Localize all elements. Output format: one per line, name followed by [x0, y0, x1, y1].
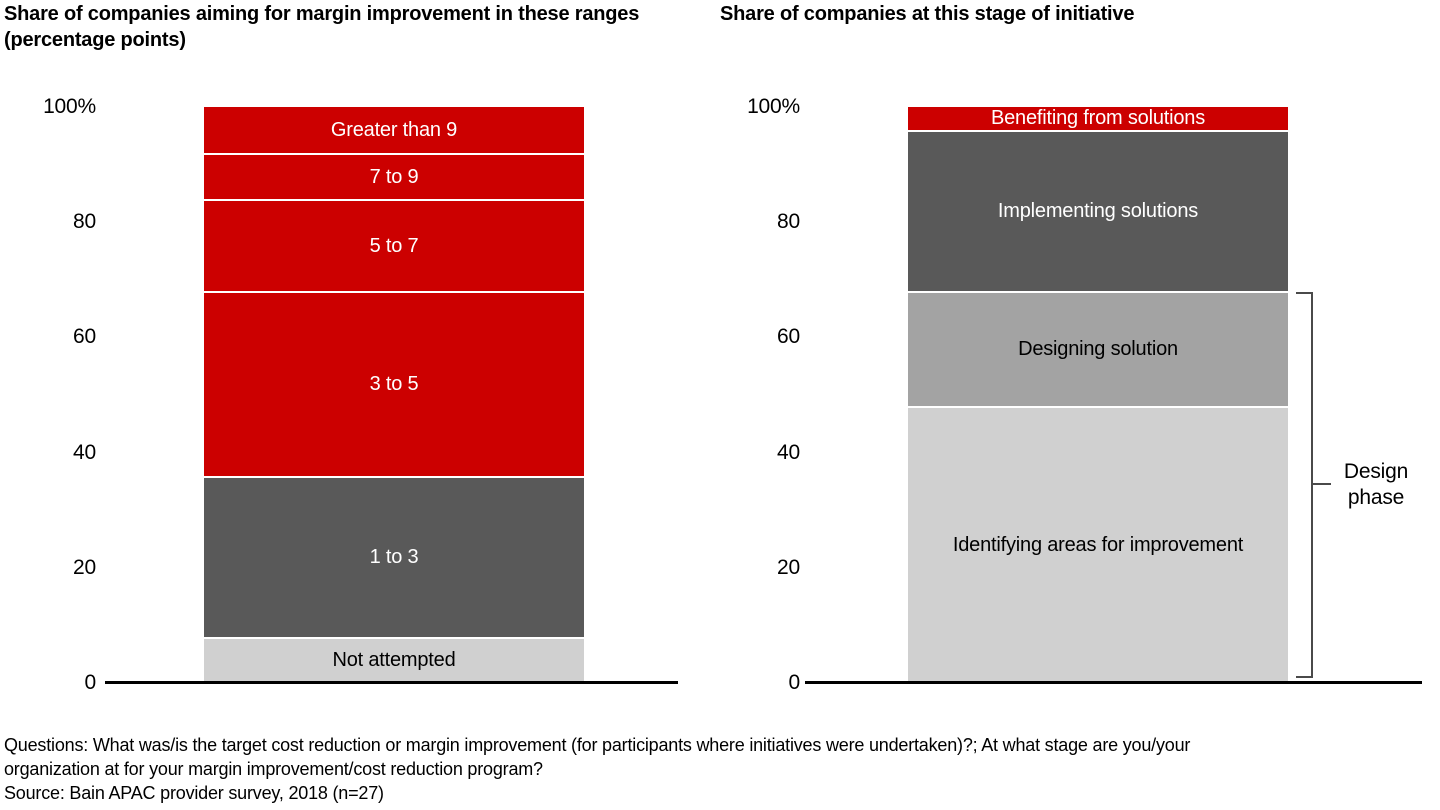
- segment-label: Implementing solutions: [997, 200, 1199, 223]
- bar-segment-designing-solution: Designing solution: [908, 291, 1288, 407]
- design-phase-bracket-line: [1311, 292, 1313, 678]
- y-axis-tick-label: 40: [73, 440, 96, 464]
- y-axis-tick-label: 20: [73, 555, 96, 579]
- footnote-source: Source: Bain APAC provider survey, 2018 …: [4, 783, 384, 803]
- left-chart-y-axis: 100% 80 60 40 20 0: [0, 0, 96, 810]
- segment-label: Benefiting from solutions: [990, 107, 1205, 130]
- y-axis-tick-label: 60: [73, 325, 96, 349]
- footnote-questions-line1: Questions: What was/is the target cost r…: [4, 735, 1191, 755]
- y-axis-tick-label: 60: [777, 325, 800, 349]
- y-axis-tick-label: 40: [777, 440, 800, 464]
- bar-segment-benefiting-from-solutions: Benefiting from solutions: [908, 107, 1288, 131]
- segment-label: 3 to 5: [369, 372, 419, 395]
- y-axis-tick-label: 0: [84, 671, 97, 694]
- y-axis-tick-label: 80: [777, 210, 800, 234]
- footnote-questions-line2: organization at for your margin improvem…: [4, 759, 543, 779]
- bar-segment-3-to-5: 3 to 5: [204, 291, 584, 476]
- design-phase-bracket-bottom-tick: [1296, 676, 1312, 678]
- right-chart-title: Share of companies at this stage of init…: [720, 3, 1135, 25]
- design-phase-bracket-mid-tick: [1313, 483, 1331, 485]
- design-phase-bracket-top-tick: [1296, 292, 1312, 294]
- segment-label: 5 to 7: [369, 234, 419, 257]
- right-chart-baseline: [805, 681, 1422, 684]
- design-phase-label: Design phase: [1343, 460, 1409, 509]
- y-axis-tick-label: 0: [788, 671, 801, 694]
- y-axis-tick-label: 100%: [747, 95, 800, 118]
- segment-label: Designing solution: [1018, 338, 1178, 361]
- left-chart-baseline: [105, 681, 678, 684]
- segment-label: Not attempted: [332, 649, 456, 672]
- left-chart-title: Share of companies aiming for margin imp…: [4, 3, 640, 51]
- right-chart-y-axis: 100% 80 60 40 20 0: [680, 0, 800, 810]
- bar-segment-implementing-solutions: Implementing solutions: [908, 130, 1288, 292]
- bar-segment-7-to-9: 7 to 9: [204, 153, 584, 200]
- right-stacked-bar: Benefiting from solutions Implementing so…: [908, 107, 1288, 683]
- segment-label: Greater than 9: [330, 118, 458, 141]
- left-stacked-bar: Greater than 9 7 to 9 5 to 7 3 to 5 1 to 3 No…: [204, 107, 584, 683]
- segment-label: Identifying areas for improvement: [952, 534, 1244, 557]
- bar-segment-greater-than-9: Greater than 9: [204, 107, 584, 154]
- y-axis-tick-label: 100%: [43, 95, 96, 118]
- bar-segment-not-attempted: Not attempted: [204, 636, 584, 683]
- segment-label: 1 to 3: [369, 545, 419, 568]
- y-axis-tick-label: 80: [73, 210, 96, 234]
- bar-segment-1-to-3: 1 to 3: [204, 475, 584, 637]
- segment-label: 7 to 9: [369, 165, 419, 188]
- bar-segment-identifying-areas-for-improvement: Identifying areas for improvement: [908, 406, 1288, 683]
- footnote-block: Questions: What was/is the target cost r…: [4, 733, 1424, 805]
- y-axis-tick-label: 20: [777, 555, 800, 579]
- bar-segment-5-to-7: 5 to 7: [204, 199, 584, 292]
